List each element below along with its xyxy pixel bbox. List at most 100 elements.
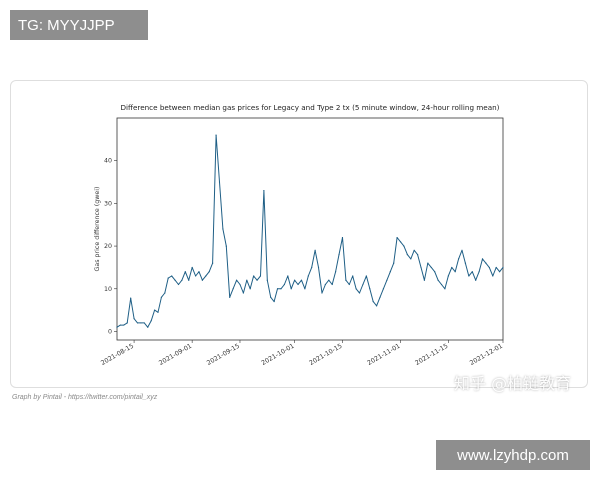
data-point (177, 283, 180, 286)
series-points (116, 134, 504, 328)
data-point (119, 324, 122, 326)
data-point (372, 300, 374, 303)
data-point (311, 266, 313, 269)
data-point (454, 271, 456, 273)
data-point (423, 279, 426, 281)
data-point (239, 283, 241, 286)
data-point (181, 279, 183, 281)
data-point (167, 277, 169, 279)
data-point (481, 258, 484, 260)
chart-card (10, 80, 588, 388)
data-point (304, 288, 306, 290)
data-point (294, 279, 296, 281)
data-point (345, 279, 347, 281)
data-point (171, 275, 173, 277)
data-point (229, 296, 231, 298)
data-point (194, 275, 197, 277)
data-point (464, 262, 467, 264)
data-point (314, 249, 316, 251)
data-point (215, 134, 217, 136)
data-point (338, 254, 340, 256)
data-point (147, 326, 149, 328)
data-point (208, 271, 210, 273)
data-point (348, 283, 350, 286)
data-point (205, 275, 207, 277)
data-point (417, 254, 419, 256)
data-point (201, 279, 203, 281)
tg-watermark: TG: MYYJJPP (10, 10, 148, 40)
x-tick-label: 2021-11-15 (414, 343, 449, 367)
data-point (280, 288, 282, 290)
x-tick-label: 2021-10-01 (260, 343, 295, 367)
x-tick-label: 2021-08-15 (100, 343, 135, 367)
data-point (198, 271, 200, 273)
data-point (133, 318, 135, 320)
data-point (263, 189, 265, 192)
data-point (393, 262, 395, 264)
data-point (317, 266, 320, 269)
data-point (188, 279, 190, 281)
data-point (235, 279, 238, 281)
y-ticks: 0 10 20 30 40 (104, 158, 117, 335)
data-point (270, 296, 272, 298)
data-point (475, 279, 477, 281)
data-point (488, 266, 490, 269)
data-point (136, 322, 139, 324)
data-point (382, 288, 385, 290)
data-point (116, 326, 118, 328)
data-point (420, 266, 422, 269)
data-point (437, 279, 439, 281)
data-point (457, 258, 460, 260)
x-tick-label: 2021-12-01 (469, 343, 504, 367)
data-point (440, 283, 443, 286)
data-point (232, 288, 234, 290)
data-point (410, 258, 412, 260)
data-point (150, 320, 152, 322)
y-axis-label: Gas price difference (gwei) (94, 187, 101, 272)
x-ticks: 2021-08-15 2021-09-01 2021-09-15 2021-10-01… (100, 340, 504, 367)
data-point (502, 266, 504, 269)
data-point (212, 262, 214, 264)
data-point (283, 283, 285, 286)
data-point (365, 275, 367, 277)
data-point (355, 288, 357, 290)
data-point (276, 288, 279, 290)
y-tick-label: 0 (108, 328, 112, 335)
data-point (396, 236, 398, 239)
data-point (300, 279, 303, 281)
y-tick-label: 30 (104, 200, 112, 207)
data-point (174, 279, 176, 281)
data-point (297, 283, 299, 286)
data-point (335, 271, 337, 273)
data-point (461, 249, 463, 251)
y-tick-label: 40 (104, 158, 112, 165)
data-point (434, 271, 436, 273)
data-point (140, 322, 142, 324)
data-point (430, 266, 432, 269)
data-point (160, 296, 163, 298)
data-point (403, 245, 405, 247)
data-point (143, 322, 145, 324)
y-tick-label: 20 (104, 243, 112, 250)
data-point (341, 236, 344, 239)
data-point (266, 279, 268, 281)
data-point (273, 300, 275, 303)
x-tick-label: 2021-09-15 (206, 343, 241, 367)
data-point (358, 292, 361, 294)
data-point (406, 254, 408, 256)
data-point (369, 288, 371, 290)
data-point (495, 266, 497, 269)
data-point (328, 279, 330, 281)
data-point (290, 288, 292, 290)
data-point (485, 262, 487, 264)
data-point (413, 249, 415, 251)
data-point (256, 279, 258, 281)
data-point (253, 275, 255, 277)
data-point (222, 228, 224, 230)
data-point (331, 283, 333, 286)
data-point (218, 181, 221, 183)
chart-title: Difference between median gas prices for… (121, 103, 500, 112)
data-point (451, 266, 453, 269)
data-point (427, 262, 429, 264)
